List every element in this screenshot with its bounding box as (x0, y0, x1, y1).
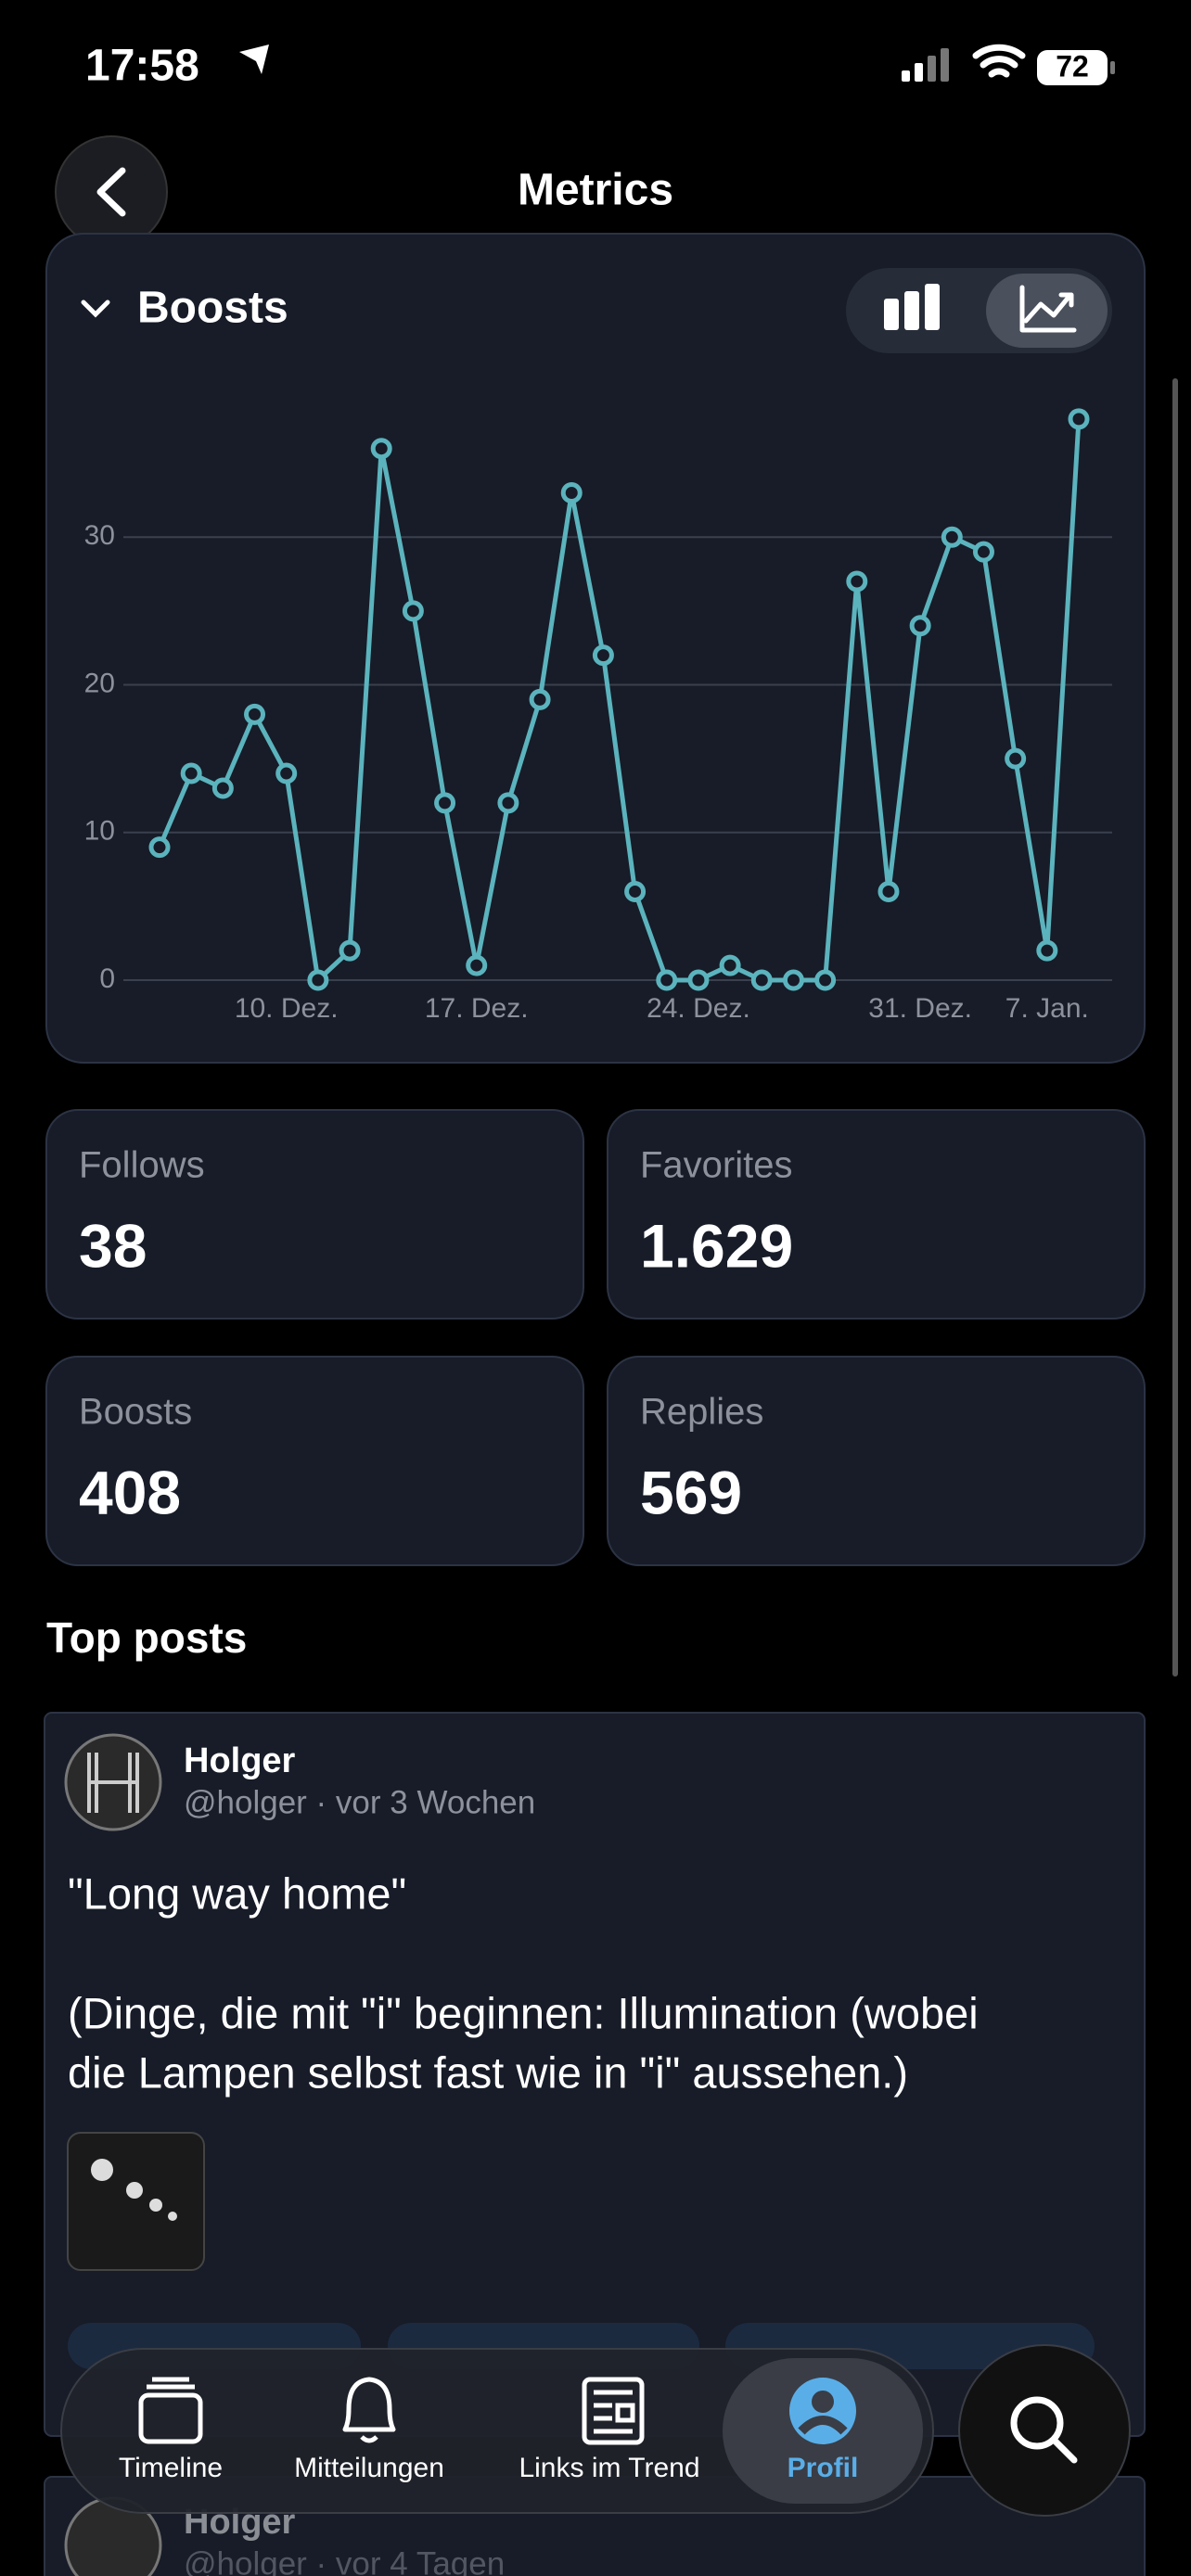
tab-label[interactable]: Mitteilungen (294, 2453, 444, 2483)
point (592, 644, 614, 667)
stat-label: Boosts (79, 1392, 192, 1433)
point (434, 792, 456, 814)
post-text: "Long way home" (68, 1868, 406, 1918)
point (497, 792, 519, 814)
search-button[interactable] (958, 2344, 1131, 2517)
point (656, 969, 678, 991)
point (846, 570, 868, 593)
stats-grid: Follows 38 Favorites 1.629 Boosts 408 Replies 5… (45, 1109, 1146, 1566)
point (909, 615, 931, 637)
battery (1037, 50, 1108, 85)
bar-style-icon[interactable] (884, 284, 940, 330)
point (782, 969, 804, 991)
stat-label: Follows (79, 1145, 205, 1186)
post-handle: @holger · vor 4 Tagen (184, 2545, 505, 2576)
tab-label[interactable]: Timeline (119, 2453, 223, 2483)
line-style-icon[interactable] (1019, 285, 1077, 333)
y-tick-label: 0 (99, 963, 115, 994)
bell-icon (342, 2377, 396, 2443)
x-tick-label: 7. Jan. (1005, 993, 1089, 1024)
stat-card (607, 1356, 1146, 1566)
battery-tip (1110, 61, 1115, 74)
point (1068, 408, 1090, 430)
point (750, 969, 773, 991)
post-text: (Dinge, die mit "i" beginnen: Illuminati… (68, 1988, 979, 2037)
point (370, 438, 392, 460)
avatar-letter (87, 1753, 139, 1813)
back-button[interactable] (55, 135, 168, 249)
battery-level: 72 (1056, 49, 1089, 83)
point (941, 526, 963, 548)
chart-title: Boosts (137, 284, 288, 333)
y-tick-label: 30 (84, 520, 115, 551)
header-title: Metrics (518, 166, 673, 215)
stat-label: Replies (640, 1392, 763, 1433)
point (624, 880, 647, 902)
search-icon (1010, 2396, 1078, 2464)
post-text: die Lampen selbst fast wie in "i" ausseh… (68, 2047, 908, 2097)
post-image[interactable] (67, 2132, 205, 2271)
stat-value: 38 (79, 1211, 147, 1280)
back-icon (96, 167, 126, 217)
point (972, 541, 994, 563)
signal-icon (902, 48, 949, 82)
point (180, 762, 202, 784)
plot: 0 10 20 30 10. Dez. 17. Dez. 24. Dez. 31. Dez. 7… (84, 408, 1112, 1024)
stat-label: Favorites (640, 1145, 793, 1186)
stat-card (45, 1109, 584, 1320)
point (275, 762, 298, 784)
x-tick-label: 24. Dez. (647, 993, 750, 1024)
x-tick-label: 31. Dez. (868, 993, 972, 1024)
point (244, 703, 266, 725)
stat-card (607, 1109, 1146, 1320)
point (148, 836, 171, 859)
x-tick-label: 10. Dez. (235, 993, 339, 1024)
scrollbar (1172, 378, 1178, 1677)
stat-value: 569 (640, 1458, 742, 1526)
stat-value: 408 (79, 1458, 181, 1526)
point (814, 969, 837, 991)
profile-head (812, 2391, 834, 2413)
point (1036, 939, 1058, 962)
point (529, 688, 551, 710)
point (560, 481, 583, 504)
timeline-icon (138, 2377, 203, 2444)
image-lights (91, 2159, 177, 2221)
post-handle: @holger · vor 3 Wochen (184, 1784, 535, 1820)
location-icon (239, 45, 269, 74)
collapse-chevron[interactable] (81, 300, 110, 318)
point (466, 954, 488, 976)
tab-label[interactable]: Profil (788, 2453, 859, 2483)
stat-value: 1.629 (640, 1211, 793, 1280)
point (687, 969, 710, 991)
y-tick-label: 20 (84, 668, 115, 698)
tab-label[interactable]: Links im Trend (519, 2453, 699, 2483)
profile-body (798, 2416, 848, 2435)
point (877, 880, 900, 902)
status-time: 17:58 (85, 42, 199, 91)
point (339, 939, 361, 962)
line (157, 418, 1082, 983)
tab-bar (60, 2348, 934, 2514)
point (1005, 747, 1027, 770)
point (719, 954, 741, 976)
news-icon (582, 2377, 645, 2445)
point (402, 600, 424, 622)
wifi-icon (972, 44, 1026, 78)
point (307, 969, 329, 991)
section-title: Top posts (46, 1613, 247, 1662)
y-tick-label: 10 (84, 816, 115, 847)
x-tick-label: 17. Dez. (425, 993, 529, 1024)
stat-card (45, 1356, 584, 1566)
point (211, 777, 234, 799)
post-author: Holger (184, 1741, 296, 1780)
